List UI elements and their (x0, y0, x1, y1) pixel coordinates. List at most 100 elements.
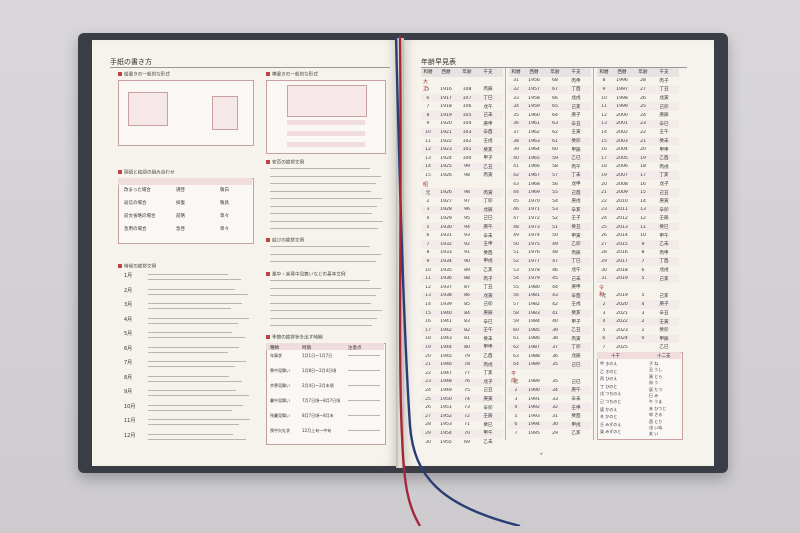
table-cell: 1966 (528, 164, 540, 170)
table-cell: 丁丑 (483, 285, 493, 291)
text-line (270, 213, 372, 215)
text-line (270, 198, 382, 200)
table-row: 44 1969 55 己酉 (509, 188, 591, 197)
table-header-cell: 西暦 (529, 70, 539, 76)
table-cell: 1986 (528, 336, 540, 342)
table-cell: 壬子 (571, 216, 581, 222)
table-row: 62 1987 37 丁卯 (509, 343, 591, 352)
table-cell: 庚午 (483, 225, 493, 231)
table-cell: 乙亥 (571, 431, 581, 437)
table-cell: 辛丑 (659, 311, 669, 317)
table-header-cell: 干支 (571, 70, 581, 76)
table-cell: 13 (425, 155, 431, 161)
text-line (148, 375, 229, 377)
text-line (270, 287, 381, 289)
table-header-cell: 西暦 (617, 70, 627, 76)
table-cell: 1931 (440, 233, 452, 239)
table-cell: 1976 (528, 250, 540, 256)
table-cell: 6 (602, 336, 606, 342)
text-line (148, 337, 245, 339)
text-line (270, 246, 370, 248)
table-cell: 28 (640, 78, 646, 84)
table-cell: 32 (513, 86, 519, 92)
table-cell: 乙巳 (659, 345, 669, 351)
table-cell: 癸卯 (571, 139, 581, 145)
table-row: 49 1974 50 甲寅 (509, 231, 591, 240)
table-cell: 106 (462, 104, 472, 110)
table-cell: 36 (513, 121, 519, 127)
table-cell: 己亥 (659, 293, 669, 299)
table-row: 7 1995 29 乙亥 (509, 429, 591, 438)
table-cell: 63 (513, 353, 519, 359)
table-row: 4 1992 32 壬申 (509, 403, 591, 412)
table-row: 20 2008 16 戊子 (597, 180, 679, 189)
table-header-cell: 干支 (659, 70, 669, 76)
table-cell: 47 (552, 258, 558, 264)
table-cell: 22 (601, 198, 607, 204)
table-cell: 1938 (440, 293, 452, 299)
text-line (348, 415, 380, 417)
table-cell: 己亥 (571, 104, 581, 110)
table-cell: 8 (641, 250, 645, 256)
table-cell: 返信の場合 (124, 201, 147, 206)
table-cell: 1975 (528, 241, 540, 247)
text-line (270, 168, 370, 170)
table-cell: 1921 (440, 129, 452, 135)
table-cell: 2003 (616, 138, 628, 144)
table-cell: 20 (425, 353, 431, 359)
table-row: 21 1946 78 丙戌 (421, 360, 503, 369)
table-cell: 1954 (440, 430, 452, 436)
table-row: 12 1937 87 丁丑 (421, 283, 503, 292)
table-cell: 23 (640, 121, 646, 127)
table-cell: 1972 (528, 215, 540, 221)
seasonal-card-table (266, 343, 386, 445)
table-cell: 乙亥 (483, 268, 493, 274)
table-cell: 辛酉 (571, 293, 581, 299)
table-cell: 丙戌 (483, 362, 493, 368)
table-row: 31 1956 68 丙申 (509, 77, 591, 86)
table-cell: 34 (552, 387, 558, 393)
table-cell: 1991 (528, 396, 540, 402)
table-row: 64 1989 35 己巳 (509, 360, 591, 369)
table-row: 23 1948 76 戊子 (421, 377, 503, 387)
table-cell: 1995 (528, 430, 540, 436)
table-cell: 5 (641, 293, 645, 299)
table-cell: 1999 (616, 104, 628, 110)
table-cell: 22 (640, 129, 646, 135)
table-cell: 1949 (440, 387, 452, 393)
junishi-item: 午 うま (649, 399, 663, 405)
jikkan-item: 辛 かのと (600, 414, 618, 420)
table-cell: 丁巳 (571, 259, 581, 265)
table-cell: 33 (513, 95, 519, 101)
table-cell: 29 (552, 430, 558, 436)
table-row: 54 1979 45 己未 (509, 274, 591, 283)
junishi-item: 亥 い (649, 431, 659, 437)
table-row: 27 2015 9 乙未 (597, 240, 679, 249)
table-cell: 46 (552, 267, 558, 273)
table-row: 10 1935 89 乙亥 (421, 266, 503, 275)
diagram-row (287, 142, 365, 147)
table-cell: 42 (552, 301, 558, 307)
table-cell: 104 (462, 121, 472, 127)
jikkan-item: 癸 みずのと (600, 429, 622, 435)
table-cell: 元 (513, 379, 519, 385)
table-row: 13 2001 23 辛巳 (597, 119, 679, 129)
table-cell: 47 (513, 215, 519, 221)
table-cell: 12 (425, 147, 431, 153)
table-cell: 7 (426, 241, 430, 247)
table-cell: 50 (513, 241, 519, 247)
table-cell: 1935 (440, 267, 452, 273)
table-cell: 己巳 (571, 362, 581, 368)
table-cell: 54 (552, 198, 558, 204)
table-cell: 1929 (440, 215, 452, 221)
table-cell: 1932 (440, 241, 452, 247)
table-cell: 庚辰 (659, 113, 669, 119)
table-cell: 1917 (440, 95, 452, 101)
table-cell: 2002 (616, 129, 628, 135)
table-row: 41 1966 58 丙午 (509, 163, 591, 172)
table-row: 26 1951 73 辛卯 (421, 403, 503, 412)
table-cell: 0 (641, 336, 645, 342)
table-row: 16 1941 83 辛巳 (421, 317, 503, 326)
table-row: 38 1963 61 癸卯 (509, 136, 591, 146)
title-rule (421, 67, 687, 68)
